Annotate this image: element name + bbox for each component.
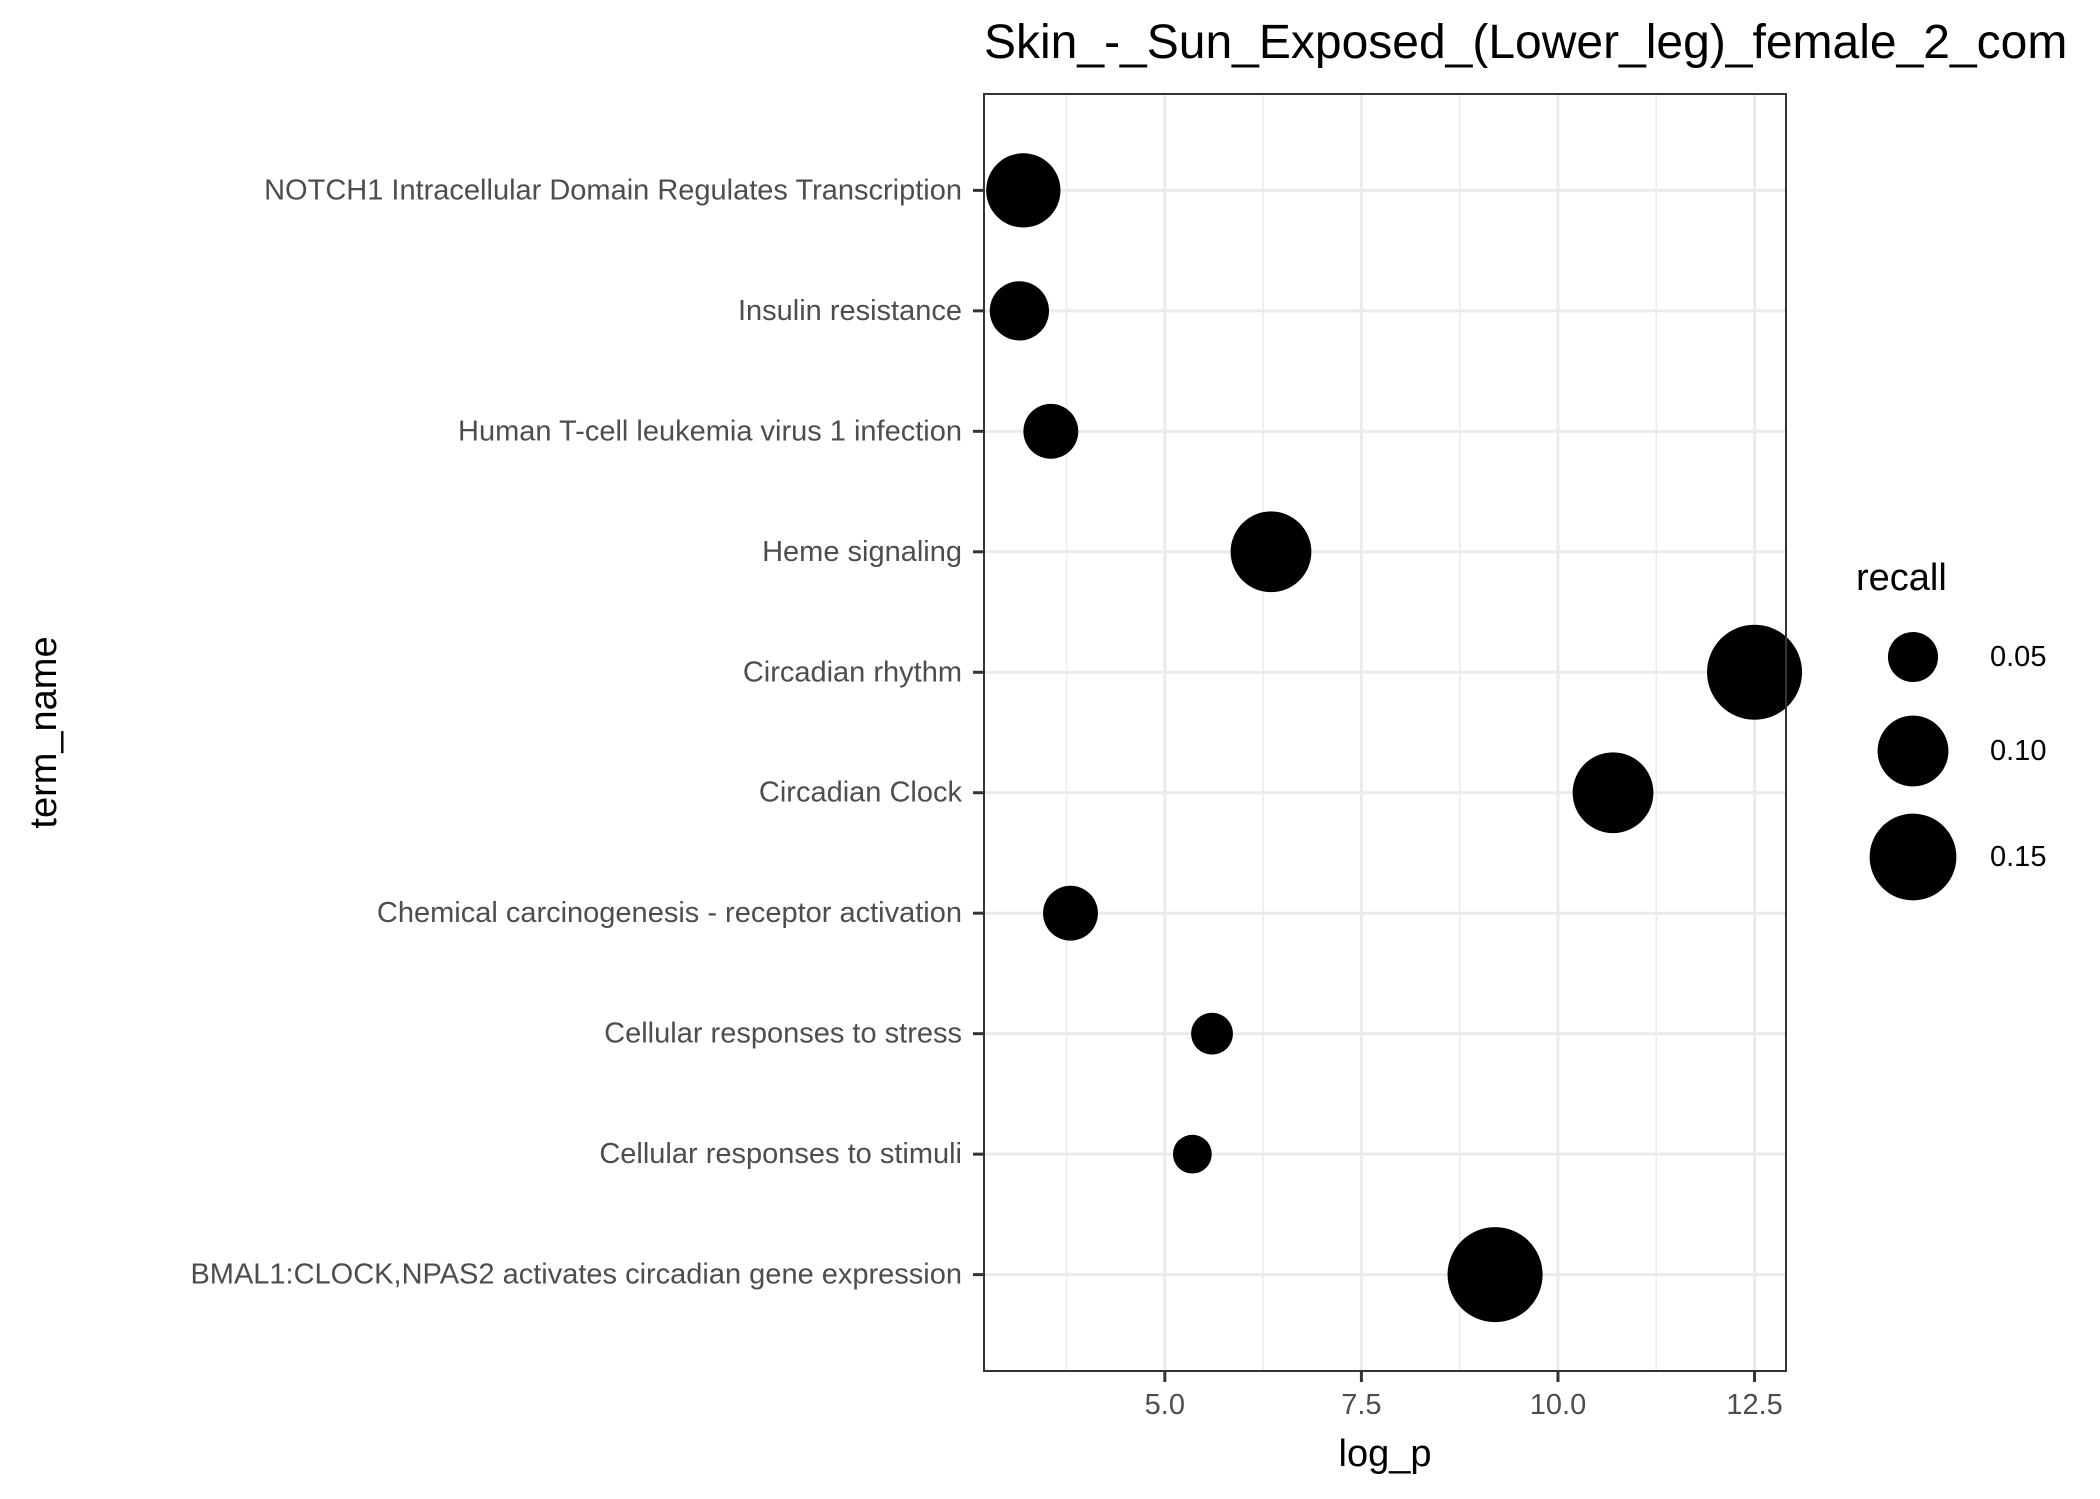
legend-label: 0.10	[1990, 735, 2046, 767]
data-point	[1447, 1227, 1543, 1323]
x-tick-label: 5.0	[1145, 1389, 1185, 1421]
y-axis: NOTCH1 Intracellular Domain Regulates Tr…	[190, 174, 984, 1291]
chart-title: Skin_-_Sun_Exposed_(Lower_leg)_female_2_…	[984, 16, 2067, 69]
y-tick-label: Cellular responses to stimuli	[599, 1138, 962, 1170]
data-point	[1230, 511, 1312, 593]
data-point	[986, 153, 1061, 228]
data-point	[1023, 403, 1079, 459]
data-points	[986, 153, 1803, 1323]
x-axis-title: log_p	[1339, 1433, 1432, 1475]
data-point	[1707, 624, 1803, 720]
y-tick-label: Insulin resistance	[738, 295, 962, 327]
data-point	[1172, 1134, 1212, 1174]
y-tick-label: NOTCH1 Intracellular Domain Regulates Tr…	[264, 174, 962, 206]
y-tick-label: Circadian rhythm	[743, 656, 962, 688]
data-point	[1191, 1012, 1233, 1055]
legend-title: recall	[1856, 557, 1947, 599]
legend-label: 0.15	[1990, 841, 2046, 873]
panel-border	[983, 93, 1787, 1372]
data-point	[1572, 752, 1654, 834]
legend-key	[1877, 715, 1949, 787]
x-tick-label: 7.5	[1341, 1389, 1381, 1421]
y-tick-label: Circadian Clock	[759, 777, 963, 809]
y-tick-label: Heme signaling	[762, 536, 962, 568]
x-tick-label: 12.5	[1726, 1389, 1782, 1421]
y-axis-title: term_name	[23, 636, 65, 828]
grid	[984, 94, 1786, 1371]
x-tick-label: 10.0	[1530, 1389, 1586, 1421]
x-axis: 5.0 7.5 10.0 12.5	[1145, 1371, 1783, 1421]
data-point	[1043, 885, 1098, 941]
legend: recall 0.05 0.10 0.15	[1856, 557, 2046, 901]
legend-key	[1869, 813, 1957, 901]
y-tick-label: BMAL1:CLOCK,NPAS2 activates circadian ge…	[190, 1259, 962, 1291]
legend-key	[1887, 631, 1939, 683]
y-tick-label: Chemical carcinogenesis - receptor activ…	[377, 897, 962, 929]
y-tick-label: Human T-cell leukemia virus 1 infection	[458, 415, 962, 447]
legend-label: 0.05	[1990, 641, 2046, 673]
data-point	[989, 281, 1050, 341]
y-tick-label: Cellular responses to stress	[604, 1018, 962, 1050]
